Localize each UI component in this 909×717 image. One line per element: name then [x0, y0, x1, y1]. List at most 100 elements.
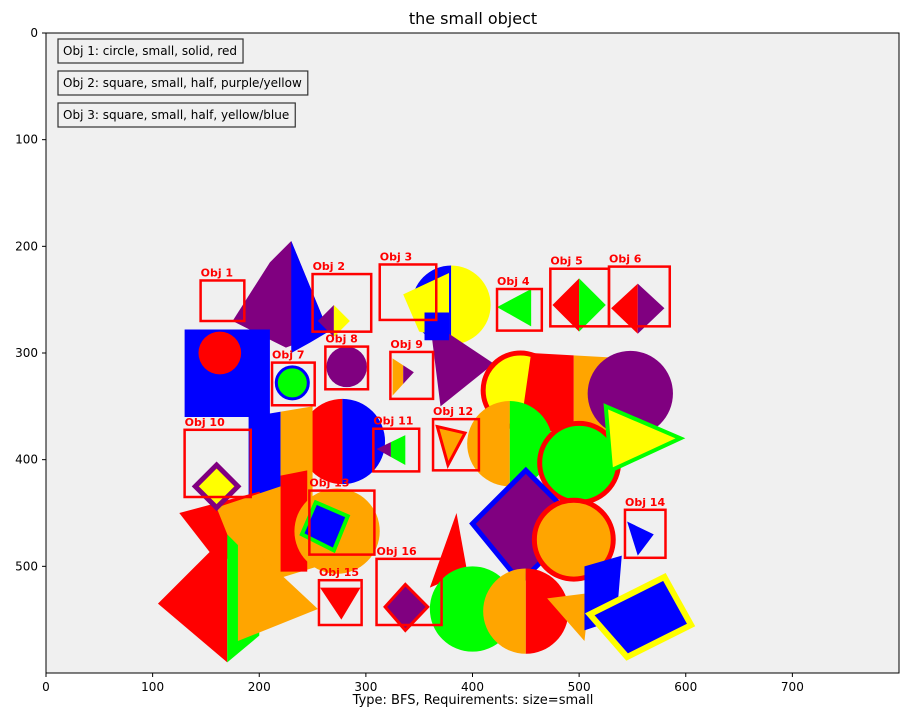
scene-shape	[274, 365, 310, 401]
x-tick-label: 0	[42, 680, 50, 694]
object-bounding-box	[389, 350, 435, 401]
shape-circle	[326, 346, 367, 388]
scene-shape	[383, 582, 430, 633]
shape-polygon	[429, 321, 494, 407]
object-label: Obj 7	[272, 349, 304, 362]
object-label: Obj 4	[497, 275, 530, 288]
scene-shape	[547, 593, 590, 641]
shape-circle	[534, 500, 614, 580]
y-tick-label: 500	[15, 559, 38, 573]
object-label: Obj 12	[433, 405, 473, 418]
scene-shape	[435, 424, 468, 470]
scene-shape	[429, 321, 494, 407]
x-tick-label: 300	[354, 680, 377, 694]
shape-outline	[383, 582, 430, 633]
object-bounding-box	[378, 263, 438, 322]
info-box: Obj 3: square, small, half, yellow/blue	[57, 102, 296, 128]
y-tick-label: 100	[15, 133, 38, 147]
info-box-frame	[57, 102, 296, 128]
scene-shape	[237, 534, 318, 641]
shape-outline	[274, 365, 310, 401]
y-tick-label: 300	[15, 346, 38, 360]
object-label: Obj 9	[390, 338, 422, 351]
shape-polygon	[437, 426, 466, 465]
info-box: Obj 2: square, small, half, purple/yello…	[57, 70, 309, 96]
scene-shape	[291, 241, 329, 353]
shape-circle	[539, 423, 619, 503]
y-tick-label: 400	[15, 453, 38, 467]
shape-polygon	[605, 406, 681, 471]
shape-half-right	[390, 435, 406, 465]
scene-shape	[483, 568, 569, 654]
shape-half-right	[451, 265, 491, 345]
scene-shapes	[157, 241, 696, 663]
info-legend: Obj 1: circle, small, solid, red Obj 2: s…	[57, 38, 309, 128]
object-bounding-box	[372, 427, 421, 473]
shape-outline	[299, 499, 351, 554]
shape-circle	[276, 366, 309, 399]
axes: 0 100 200 300 400 500 600 700 0 100 200 300 400 500	[15, 26, 804, 694]
scene-shape	[603, 403, 686, 474]
shape-circle	[198, 331, 242, 375]
object-label: Obj 5	[550, 255, 582, 268]
x-tick-label: 200	[248, 680, 271, 694]
x-tick-label: 400	[461, 680, 484, 694]
object-label: Obj 10	[185, 416, 225, 429]
info-box-text: Obj 2: square, small, half, purple/yello…	[63, 76, 302, 90]
chart-caption: Type: BFS, Requirements: size=small	[352, 693, 594, 708]
shape-polygon	[320, 587, 361, 620]
scene-shape	[157, 534, 228, 663]
info-box-text: Obj 1: circle, small, solid, red	[63, 44, 237, 58]
x-tick-label: 600	[674, 680, 697, 694]
object-bounding-box	[375, 557, 443, 627]
info-box-frame	[57, 38, 244, 64]
object-bounding-box	[495, 287, 544, 332]
object-bounding-box	[607, 265, 672, 328]
shape-half-left	[392, 358, 404, 396]
shape-outline	[603, 403, 686, 474]
y-tick-label: 0	[30, 26, 38, 40]
shape-outline	[531, 497, 616, 582]
object-label: Obj 8	[325, 333, 357, 346]
shape-polygon	[547, 593, 590, 641]
object-label: Obj 6	[609, 253, 642, 266]
object-label: Obj 3	[380, 250, 412, 263]
object-bounding-box	[431, 417, 481, 472]
info-box: Obj 1: circle, small, solid, red	[57, 38, 244, 64]
shape-polygon	[157, 534, 228, 663]
shape-half-left	[483, 568, 526, 654]
scene-shape	[299, 499, 351, 554]
shape-outline	[584, 573, 696, 661]
x-tick-label: 100	[141, 680, 164, 694]
scene-shape	[320, 587, 361, 620]
shape-polygon	[627, 521, 654, 556]
shape-outline	[191, 461, 242, 512]
object-label: Obj 16	[377, 545, 417, 558]
object-label: Obj 11	[373, 415, 413, 428]
chart-title: the small object	[409, 9, 537, 28]
scene-shape	[326, 346, 367, 388]
object-bounding-box	[324, 345, 370, 391]
x-tick-label: 500	[568, 680, 591, 694]
object-label: Obj 2	[313, 260, 345, 273]
object-label: Obj 14	[625, 496, 665, 509]
y-tick-label: 200	[15, 239, 38, 253]
object-bounding-box	[317, 578, 363, 627]
shape-polygon	[497, 289, 532, 327]
object-bounding-box	[270, 361, 316, 407]
scene-shape	[584, 573, 696, 661]
object-bounding-box	[183, 428, 252, 499]
info-box-frame	[57, 70, 309, 96]
scene-shape	[497, 289, 532, 327]
object-label: Obj 15	[319, 566, 359, 579]
object-bounding-box	[311, 272, 373, 333]
object-label: Obj 13	[309, 477, 349, 490]
shape-half-right	[403, 358, 414, 396]
scene-shape	[198, 331, 242, 375]
shape-polygon	[237, 534, 318, 641]
object-boxes: Obj 1 Obj 2 Obj 3 Obj 4 Obj 5 Obj 6 Obj 7 Obj 8…	[183, 250, 672, 627]
object-bounding-box	[308, 489, 376, 556]
info-box-text: Obj 3: square, small, half, yellow/blue	[63, 108, 289, 122]
scene-shape	[392, 358, 414, 396]
